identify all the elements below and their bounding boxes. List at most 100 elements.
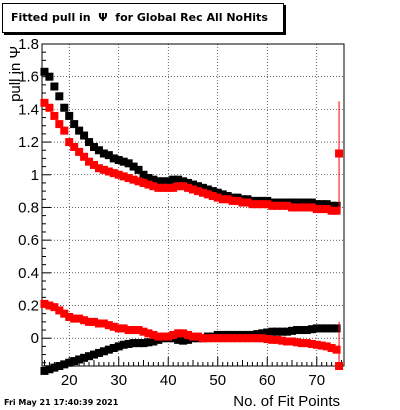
- data-marks: [40, 67, 344, 375]
- data-point-series-3: [302, 326, 311, 335]
- data-point-series-3: [327, 324, 336, 333]
- x-tick-label: 60: [259, 372, 276, 389]
- data-point-series-1: [144, 174, 153, 183]
- y-tick-label: 0.2: [18, 298, 39, 315]
- data-point-series-2: [80, 152, 89, 161]
- data-point-series-4: [233, 334, 242, 343]
- data-point-series-2: [213, 193, 222, 202]
- data-point-series-4: [75, 314, 84, 323]
- data-point-series-4: [89, 317, 98, 326]
- data-point-series-2: [278, 201, 287, 210]
- data-point-series-1: [169, 175, 178, 184]
- data-point-series-4: [327, 344, 336, 353]
- data-point-series-3: [184, 335, 193, 344]
- data-point-series-1: [312, 200, 321, 209]
- data-point-series-2: [317, 205, 326, 214]
- data-point-series-2: [70, 142, 79, 151]
- data-point-series-4: [223, 334, 232, 343]
- data-point-series-3: [80, 353, 89, 362]
- timestamp: Fri May 21 17:40:39 2021: [4, 398, 119, 407]
- data-point-series-3: [273, 327, 282, 336]
- data-point-series-4: [55, 306, 64, 315]
- data-point-series-2: [134, 177, 143, 186]
- data-point-series-1: [218, 190, 227, 199]
- data-point-series-4: [164, 332, 173, 341]
- data-point-series-3: [258, 329, 267, 338]
- data-point-series-2: [189, 185, 197, 194]
- data-point-series-4: [50, 303, 59, 312]
- data-point-series-3: [179, 336, 188, 345]
- data-point-series-2: [243, 198, 252, 207]
- data-point-series-4: [104, 321, 113, 330]
- data-point-series-2: [263, 200, 272, 209]
- data-point-series-1: [322, 200, 331, 209]
- data-point-series-3: [89, 350, 98, 359]
- data-point-series-1: [89, 142, 98, 151]
- data-point-series-4: [332, 345, 341, 354]
- data-point-series-2: [75, 147, 84, 156]
- data-point-series-1: [179, 177, 188, 186]
- data-point-series-2: [129, 175, 138, 184]
- data-point-series-1: [119, 157, 128, 166]
- data-point-series-1: [149, 175, 158, 184]
- data-point-series-4: [307, 339, 316, 348]
- data-point-series-2: [104, 167, 113, 176]
- data-point-series-4: [302, 339, 311, 348]
- data-point-series-4: [283, 337, 292, 346]
- data-point-series-4: [218, 334, 227, 343]
- x-tick-label: 70: [308, 372, 325, 389]
- data-point-series-4: [263, 335, 272, 344]
- data-point-series-4: [203, 334, 212, 343]
- data-point-series-3: [312, 324, 321, 333]
- data-point-series-2: [45, 103, 54, 112]
- data-point-series-3: [263, 328, 272, 337]
- data-point-series-1: [213, 188, 222, 197]
- x-tick-label: 50: [209, 372, 226, 389]
- y-tick-label: 1.6: [18, 69, 39, 86]
- data-point-series-2: [292, 203, 301, 212]
- data-point-series-4: [189, 332, 197, 341]
- data-point-series-3: [268, 327, 277, 336]
- data-point-series-3: [322, 324, 331, 333]
- data-point-series-1: [124, 159, 133, 168]
- data-point-series-2: [119, 172, 128, 181]
- data-point-series-2: [40, 98, 49, 107]
- data-point-series-4: [213, 334, 222, 343]
- data-point-series-3: [278, 327, 287, 336]
- data-point-series-3: [317, 324, 326, 333]
- data-point-series-3: [85, 352, 94, 361]
- data-point-series-4: [322, 342, 331, 351]
- data-point-series-1: [85, 138, 94, 147]
- data-point-series-1: [139, 170, 148, 179]
- data-point-series-4: [99, 319, 108, 328]
- data-point-series-1: [80, 131, 89, 140]
- data-point-series-4: [109, 322, 118, 331]
- data-point-series-2: [149, 182, 158, 191]
- data-point-series-1: [208, 187, 217, 196]
- data-point-series-4: [288, 337, 297, 346]
- data-point-series-3: [174, 335, 183, 344]
- data-point-series-3: [332, 324, 341, 333]
- data-point-series-1: [55, 92, 64, 101]
- data-point-series-1: [65, 111, 74, 120]
- data-point-series-4: [159, 332, 168, 341]
- data-point-series-3: [99, 347, 108, 356]
- data-point-series-4: [65, 312, 74, 321]
- data-point-series-4: [124, 326, 133, 335]
- data-point-series-1: [288, 198, 297, 207]
- data-point-series-2: [233, 196, 242, 205]
- data-point-series-2: [203, 190, 212, 199]
- data-point-series-1: [129, 162, 138, 171]
- x-axis-title: No. of Fit Points: [233, 393, 340, 410]
- data-point-series-2: [109, 169, 118, 178]
- data-point-series-2: [228, 196, 237, 205]
- data-point-series-4: [208, 334, 217, 343]
- data-point-series-3: [65, 358, 74, 367]
- y-tick-label: 1.4: [18, 101, 39, 118]
- data-point-series-1: [70, 120, 79, 129]
- data-point-series-1: [184, 178, 193, 187]
- data-point-series-3: [283, 327, 292, 336]
- y-axis-title: pull in Ψ: [7, 46, 24, 102]
- data-point-series-3: [75, 355, 84, 364]
- data-point-series-4: [193, 332, 202, 341]
